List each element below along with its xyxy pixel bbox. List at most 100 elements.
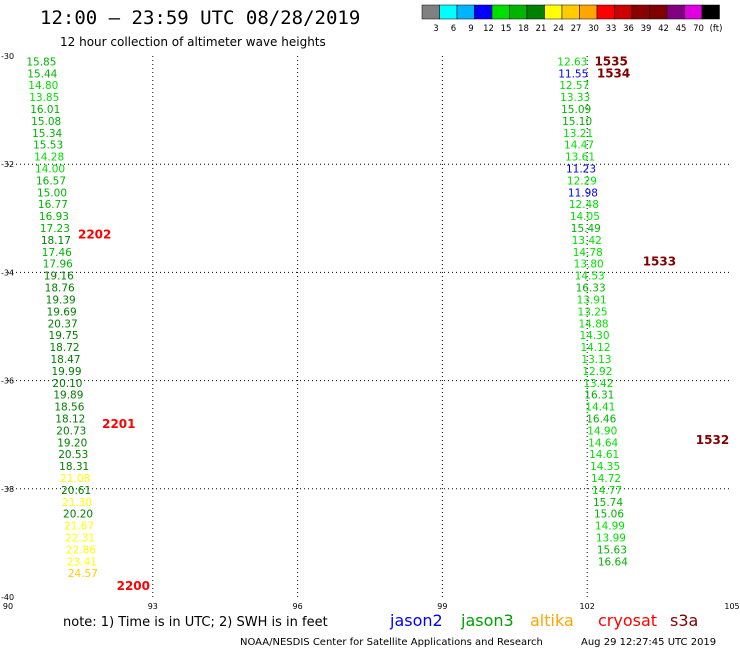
s3a-swh-value: 15.63 — [597, 544, 627, 556]
s3a-swh-value: 13.61 — [565, 152, 595, 164]
jason3-swh-value: 14.80 — [28, 80, 58, 92]
s3a-swh-value: 12.29 — [567, 175, 597, 187]
legend-s3a: s3a — [670, 611, 698, 630]
jason3-swh-value: 15.00 — [37, 187, 67, 199]
jason3-swh-value: 18.12 — [55, 413, 85, 425]
y-tick-label: -30 — [1, 52, 14, 61]
s3a-swh-value: 13.91 — [577, 294, 607, 306]
y-tick-label: -40 — [1, 593, 14, 602]
s3a-swh-value: 14.78 — [573, 247, 603, 259]
swh-colorbar: 3 6 9 12 15 18 21 24 27 30 33 36 39 42 45 70 (ft) — [421, 4, 723, 34]
colorbar-swatch — [596, 4, 615, 20]
y-tick-label: -36 — [1, 377, 14, 386]
colorbar-swatch — [614, 4, 633, 20]
jason3-swh-value: 19.39 — [46, 294, 76, 306]
legend-cryosat: cryosat — [598, 611, 657, 630]
s3a-swh-value: 14.64 — [588, 437, 618, 449]
jason3-swh-value: 21.08 — [60, 473, 90, 485]
colorbar-swatch — [491, 4, 510, 20]
colorbar-label: 42 — [658, 24, 669, 34]
jason3-swh-value: 19.89 — [53, 390, 83, 402]
jason3-swh-value: 19.99 — [51, 366, 81, 378]
jason3-swh-value: 18.47 — [50, 354, 80, 366]
colorbar-label: 9 — [468, 24, 473, 34]
s3a-swh-value: 13.99 — [596, 532, 626, 544]
s3a-swh-value: 16.33 — [576, 283, 606, 295]
jason3-swh-value: 15.85 — [26, 56, 56, 68]
pass-time-label: 2202 — [78, 228, 111, 242]
colorbar-swatch — [701, 4, 720, 20]
jason3-swh-value: 21.67 — [64, 521, 94, 533]
colorbar-label: (ft) — [710, 24, 723, 34]
jason3-swh-value: 21.30 — [62, 497, 92, 509]
jason3-swh-value: 14.00 — [35, 164, 65, 176]
s3a-swh-value: 14.05 — [570, 211, 600, 223]
legend-jason3: jason3 — [460, 611, 514, 630]
jason3-swh-value: 20.61 — [61, 485, 91, 497]
jason3-swh-value: 18.56 — [54, 402, 84, 414]
jason3-swh-value: 16.01 — [30, 104, 60, 116]
x-tick-label: 96 — [293, 602, 303, 611]
jason3-swh-value: 18.31 — [59, 461, 89, 473]
legend-jason2: jason2 — [389, 611, 443, 630]
jason3-swh-value: 15.08 — [31, 116, 61, 128]
colorbar-label: 3 — [433, 24, 438, 34]
s3a-swh-value: 14.47 — [564, 140, 594, 152]
jason3-swh-value: 20.53 — [58, 449, 88, 461]
s3a-swh-value: 14.61 — [589, 449, 619, 461]
x-tick-label: 93 — [148, 602, 158, 611]
colorbar-swatch — [649, 4, 668, 20]
s3a-swh-value: 15.10 — [562, 116, 592, 128]
pass-time-label: 1533 — [643, 255, 676, 269]
x-tick-label: 105 — [724, 602, 739, 611]
jason3-swh-value: 13.85 — [29, 92, 59, 104]
jason3-swh-value: 16.77 — [38, 199, 68, 211]
jason3-swh-value: 19.75 — [49, 330, 79, 342]
s3a-swh-value: 14.90 — [587, 425, 617, 437]
s3a-swh-value: 15.74 — [593, 497, 623, 509]
y-tick-label: -34 — [1, 268, 14, 277]
chart-subtitle: 12 hour collection of altimeter wave hei… — [60, 35, 326, 49]
s3a-swh-value: 11.98 — [568, 187, 598, 199]
jason3-swh-value: 24.57 — [68, 568, 98, 580]
legend-altika: altika — [530, 611, 574, 630]
s3a-swh-value: 13.25 — [578, 306, 608, 318]
jason3-swh-value: 19.20 — [57, 437, 87, 449]
s3a-swh-value: 14.77 — [592, 485, 622, 497]
colorbar-swatch — [439, 4, 458, 20]
s3a-swh-value: 16.31 — [584, 390, 614, 402]
colorbar-label: 30 — [588, 24, 599, 34]
jason3-swh-value: 17.46 — [42, 247, 72, 259]
axis-ticks: 90 93 96 99 102 105 -30 -32 -34 -36 -38 -40 — [1, 52, 740, 611]
jason3-swh-value: 22.86 — [66, 544, 96, 556]
colorbar-label: 24 — [553, 24, 564, 34]
jason3-swh-value: 18.76 — [45, 283, 75, 295]
colorbar-swatch — [526, 4, 545, 20]
s3a-swh-value: 14.41 — [585, 402, 615, 414]
colorbar-swatch — [631, 4, 650, 20]
x-tick-label: 99 — [437, 602, 447, 611]
s3a-swh-value: 13.80 — [574, 259, 604, 271]
x-tick-label: 102 — [580, 602, 595, 611]
s3a-swh-value: 14.53 — [575, 271, 605, 283]
s3a-swh-value: 13.33 — [560, 92, 590, 104]
footer-note: note: 1) Time is in UTC; 2) SWH is in fe… — [63, 615, 328, 630]
jason3-swh-value: 20.20 — [63, 509, 93, 521]
colorbar-label: 70 — [693, 24, 704, 34]
s3a-swh-value: 16.64 — [598, 556, 628, 568]
s3a-swh-value: 12.48 — [569, 199, 599, 211]
x-tick-label: 90 — [3, 602, 13, 611]
s3a-swh-value: 14.35 — [590, 461, 620, 473]
footer-timestamp: Aug 29 12:27:45 UTC 2019 — [581, 637, 716, 648]
jason3-swh-value: 15.53 — [33, 140, 63, 152]
jason3-swh-value: 15.34 — [32, 128, 62, 140]
s3a-swh-value: 13.42 — [572, 235, 602, 247]
swh-values: 15.8515.4414.8013.8516.0115.0815.3415.53… — [26, 56, 628, 580]
colorbar-label: 15 — [501, 24, 512, 34]
s3a-swh-value: 16.46 — [586, 413, 616, 425]
s3a-swh-value: 14.88 — [579, 318, 609, 330]
colorbar-swatch — [421, 4, 440, 20]
colorbar-label: 27 — [571, 24, 582, 34]
jason3-swh-value: 16.57 — [36, 175, 66, 187]
